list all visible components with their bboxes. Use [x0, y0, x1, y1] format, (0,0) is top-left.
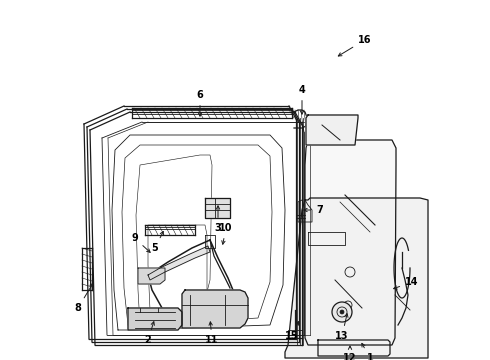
Circle shape — [340, 310, 344, 314]
Polygon shape — [182, 290, 248, 328]
Polygon shape — [128, 308, 182, 330]
Polygon shape — [306, 115, 358, 145]
Circle shape — [142, 269, 154, 281]
Polygon shape — [138, 268, 165, 284]
Text: 15: 15 — [285, 321, 299, 341]
Text: 2: 2 — [145, 322, 154, 345]
Text: 8: 8 — [74, 283, 93, 313]
Text: 12: 12 — [343, 346, 357, 360]
Text: 11: 11 — [205, 322, 219, 345]
Text: 14: 14 — [393, 277, 418, 289]
Polygon shape — [148, 246, 210, 280]
Text: 10: 10 — [219, 223, 233, 244]
Circle shape — [332, 302, 352, 322]
Text: 9: 9 — [131, 233, 150, 252]
Text: 7: 7 — [304, 205, 323, 215]
Text: 4: 4 — [298, 85, 305, 114]
Polygon shape — [305, 140, 396, 345]
Polygon shape — [285, 198, 428, 358]
Text: 3: 3 — [215, 206, 221, 233]
Text: 16: 16 — [338, 35, 371, 56]
Text: 13: 13 — [335, 314, 349, 341]
Text: 1: 1 — [362, 343, 373, 360]
Text: 6: 6 — [196, 90, 203, 116]
Polygon shape — [205, 198, 230, 218]
Text: 5: 5 — [151, 231, 163, 253]
Circle shape — [146, 273, 150, 278]
